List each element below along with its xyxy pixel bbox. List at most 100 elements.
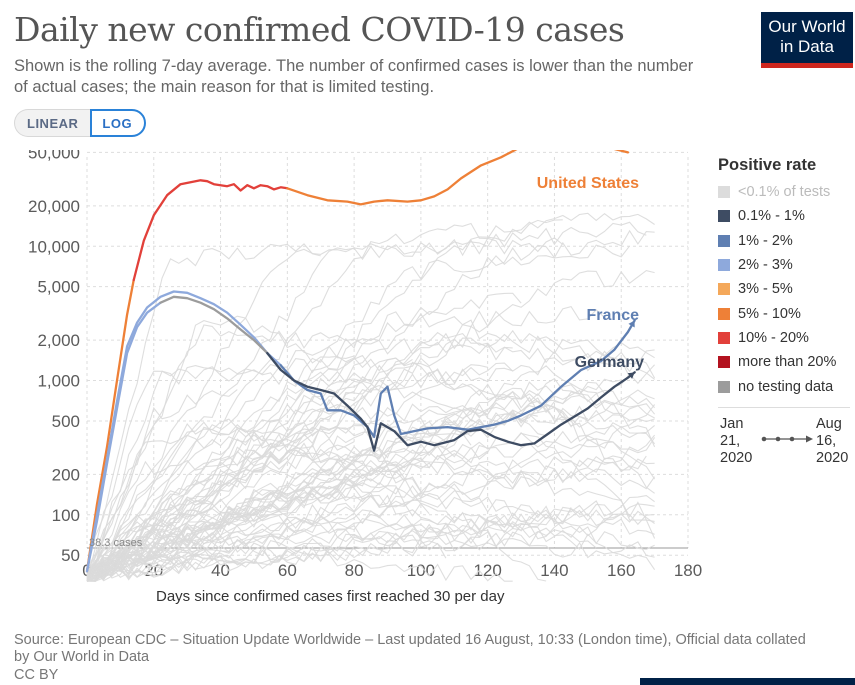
legend-item[interactable]: no testing data (718, 374, 855, 398)
legend-swatch (718, 283, 730, 296)
y-tick-label: 100 (52, 506, 80, 525)
background-country-line (86, 503, 655, 582)
background-country-line (86, 455, 647, 581)
y-tick-label: 1,000 (37, 372, 80, 391)
legend-item[interactable]: 10% - 20% (718, 326, 855, 350)
series-end-arrow (627, 372, 635, 379)
background-country-line (86, 478, 547, 582)
linear-scale-button[interactable]: LINEAR (14, 109, 91, 137)
legend-item[interactable]: 5% - 10% (718, 301, 855, 325)
y-tick-label: 50 (61, 546, 80, 565)
series-line (279, 319, 636, 439)
owid-logo[interactable]: Our World in Data (761, 12, 853, 68)
background-country-line (86, 366, 371, 580)
x-tick-label: 100 (407, 561, 435, 580)
y-tick-label: 200 (52, 465, 80, 484)
x-tick-label: 180 (674, 561, 702, 580)
background-country-line (86, 354, 372, 571)
legend-title: Positive rate (718, 156, 817, 174)
background-country-line (86, 221, 647, 581)
background-country-line (86, 243, 321, 571)
y-tick-label: 5,000 (37, 278, 80, 297)
logo-accent-bar (761, 63, 853, 68)
x-tick-label: 40 (211, 561, 230, 580)
x-axis-title: Days since confirmed cases first reached… (156, 588, 505, 605)
timeline-slider-icon[interactable] (760, 434, 816, 444)
chart-subtitle: Shown is the rolling 7-day average. The … (14, 57, 694, 96)
background-country-line (86, 237, 564, 573)
timeline-end-year: 2020 (816, 449, 849, 466)
legend-item[interactable]: 3% - 5% (718, 277, 855, 301)
background-country-line (86, 244, 631, 572)
chart-plot[interactable]: 50 100 200 500 1,000 2,000 5,000 10,000 20,000 50… (0, 150, 710, 590)
background-country-line (86, 212, 655, 574)
legend-label: more than 20% (738, 354, 837, 371)
log-scale-button[interactable]: LOG (90, 109, 147, 137)
series-line (85, 278, 135, 573)
x-tick-label: 80 (345, 561, 364, 580)
x-tick-label: 160 (607, 561, 635, 580)
y-tick-label: 2,000 (37, 331, 80, 350)
legend-label: <0.1% of tests (738, 184, 831, 201)
license-link[interactable]: CC BY (14, 667, 59, 683)
timeline-end-day: 16, (816, 432, 837, 449)
source-note: Source: European CDC – Situation Update … (14, 632, 806, 665)
legend-item[interactable]: 1% - 2% (718, 229, 855, 253)
background-country-line (86, 364, 656, 582)
background-country-line (86, 357, 588, 582)
timeline-control: Jan 21, 2020 Aug 16, 2020 (718, 416, 855, 476)
legend-swatch (718, 380, 730, 393)
series-line (266, 351, 636, 452)
y-tick-label: 500 (52, 412, 80, 431)
start-annotation: 38.3 cases (89, 537, 143, 549)
series-label: United States (537, 175, 639, 192)
legend-item[interactable]: 2% - 3% (718, 253, 855, 277)
series-line (159, 295, 269, 355)
background-country-line (86, 381, 655, 579)
legend-label: 3% - 5% (738, 281, 793, 298)
background-country-line (86, 485, 655, 582)
legend-label: 1% - 2% (738, 232, 793, 249)
y-tick-label: 50,000 (28, 150, 80, 162)
legend-items: <0.1% of tests 0.1% - 1% 1% - 2% 2% - 3% 3% … (718, 180, 855, 399)
background-country-line (86, 332, 655, 573)
legend-swatch (718, 186, 730, 199)
scale-toggle: LINEAR LOG (14, 109, 147, 137)
legend-label: 10% - 20% (738, 329, 809, 346)
legend-swatch (718, 234, 730, 247)
background-country-line (86, 418, 538, 577)
legend-item[interactable]: 0.1% - 1% (718, 204, 855, 228)
logo-line-1: Our World (768, 17, 846, 36)
background-country-line (87, 513, 656, 582)
x-tick-label: 140 (540, 561, 568, 580)
timeline-start-day: 21, (720, 432, 741, 449)
background-country-line (86, 403, 656, 573)
background-country-line (86, 513, 655, 578)
background-country-line (86, 450, 489, 580)
series-label: Germany (575, 354, 644, 371)
series-label: France (587, 307, 640, 324)
legend-swatch (718, 356, 730, 369)
background-country-line (86, 324, 513, 578)
timeline-start-month: Jan (720, 415, 744, 432)
legend-item[interactable]: <0.1% of tests (718, 180, 855, 204)
x-tick-label: 60 (278, 561, 297, 580)
background-country-line (86, 365, 656, 582)
legend-divider (718, 406, 850, 408)
timeline-start-date: Jan 21, 2020 (720, 416, 752, 467)
series-end-arrow (628, 320, 635, 328)
legend-label: 5% - 10% (738, 305, 801, 322)
legend-label: 2% - 3% (738, 257, 793, 274)
legend-swatch (718, 307, 730, 320)
timeline-start-year: 2020 (720, 449, 753, 466)
chart-title: Daily new confirmed COVID-19 cases (14, 10, 625, 49)
series-line (85, 301, 162, 573)
footer-bar (640, 678, 855, 685)
background-country-line (86, 219, 563, 576)
background-country-line (86, 421, 363, 582)
background-country-line (86, 349, 655, 577)
background-country-line (86, 315, 355, 574)
legend-item[interactable]: more than 20% (718, 350, 855, 374)
background-country-line (86, 528, 513, 582)
legend-label: no testing data (738, 378, 834, 395)
